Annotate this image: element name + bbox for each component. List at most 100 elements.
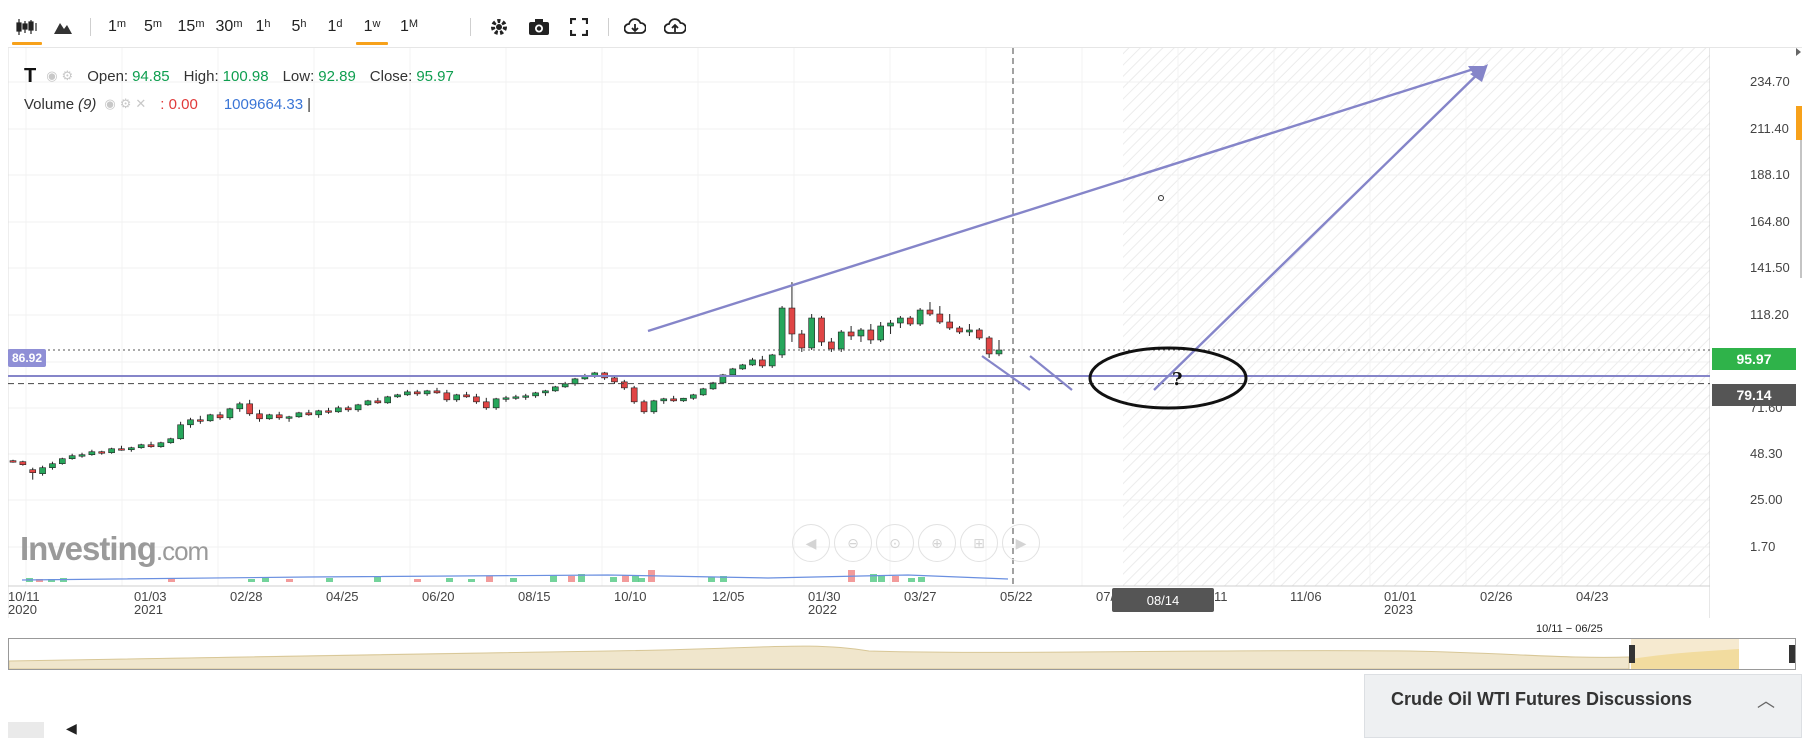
fullscreen-icon[interactable] bbox=[564, 10, 594, 44]
candle bbox=[167, 438, 175, 444]
candle bbox=[443, 392, 451, 401]
investing-logo: Investing.com bbox=[20, 530, 209, 567]
candle bbox=[473, 396, 480, 403]
candle bbox=[453, 394, 461, 401]
candle bbox=[621, 381, 628, 389]
close-label: Close: bbox=[369, 67, 413, 85]
ohlc-legend: T ◉⚙ Open: 94.85 High: 100.98 Low: 92.89… bbox=[24, 64, 468, 116]
interval-15m[interactable]: 15 m bbox=[177, 18, 205, 35]
candle bbox=[818, 317, 825, 343]
chart-canvas[interactable]: ? bbox=[8, 48, 1710, 618]
cursor-bar: | bbox=[307, 95, 311, 113]
candle bbox=[147, 444, 155, 448]
candle bbox=[226, 408, 234, 419]
candle bbox=[966, 329, 973, 333]
highlight-ellipse bbox=[1088, 346, 1248, 410]
series-visibility-icons[interactable]: ◉⚙ bbox=[46, 68, 78, 83]
chevron-up-icon[interactable]: ︿ bbox=[1757, 691, 1775, 711]
candle bbox=[512, 396, 520, 399]
zoom-out-icon[interactable]: ⊖ bbox=[834, 524, 872, 562]
candlestick-icon[interactable] bbox=[10, 10, 44, 45]
candle bbox=[482, 401, 490, 409]
annotation-question-mark: ? bbox=[1172, 369, 1183, 390]
volume-bar bbox=[550, 575, 557, 582]
candle bbox=[295, 412, 303, 418]
candle bbox=[906, 317, 914, 325]
candle bbox=[305, 412, 313, 416]
gear-icon[interactable] bbox=[484, 10, 514, 44]
price-chart[interactable]: ? bbox=[8, 48, 1710, 618]
candle bbox=[946, 321, 954, 329]
candle bbox=[206, 414, 214, 422]
volume-bar bbox=[168, 579, 175, 582]
candle bbox=[532, 392, 539, 397]
mountain-icon[interactable] bbox=[48, 10, 78, 44]
candle bbox=[788, 307, 796, 335]
zoom-reset-icon[interactable]: ⊙ bbox=[876, 524, 914, 562]
open-label: Open: bbox=[87, 67, 129, 85]
upload-icon[interactable] bbox=[660, 10, 690, 44]
candle bbox=[975, 329, 983, 339]
time-tick: 11/06 bbox=[1290, 589, 1322, 604]
price-tick: 234.70 bbox=[1750, 74, 1790, 89]
candle bbox=[404, 391, 411, 396]
camera-icon[interactable] bbox=[524, 10, 554, 44]
candle bbox=[877, 325, 884, 341]
chart-nav-buttons: ◀ ⊖ ⊙ ⊕ ⊞ ▶ bbox=[792, 524, 1040, 562]
candle bbox=[433, 390, 441, 394]
candle bbox=[335, 407, 342, 413]
volume-bar bbox=[720, 576, 727, 582]
bottom-tab[interactable] bbox=[8, 722, 44, 738]
candle bbox=[828, 341, 835, 350]
volume-bar bbox=[248, 579, 255, 582]
candle bbox=[394, 394, 401, 398]
volume-bar bbox=[908, 578, 915, 582]
navigator-left-handle[interactable] bbox=[1629, 645, 1635, 663]
interval-30m[interactable]: 30 m bbox=[215, 18, 243, 35]
candle bbox=[749, 359, 756, 366]
price-tick: 188.10 bbox=[1750, 167, 1790, 182]
close-value: 95.97 bbox=[416, 67, 454, 85]
volume-bar bbox=[892, 576, 899, 582]
flag-line bbox=[981, 355, 1031, 391]
time-tick: 10/11 2020 bbox=[8, 589, 40, 617]
candle bbox=[660, 398, 668, 402]
volume-ma-line bbox=[21, 574, 1009, 581]
zoom-fit-icon[interactable]: ⊞ bbox=[960, 524, 998, 562]
price-tick: 1.70 bbox=[1750, 539, 1776, 554]
high-value: 100.98 bbox=[222, 67, 269, 85]
download-icon[interactable] bbox=[620, 10, 650, 44]
scroll-right-icon[interactable]: ▶ bbox=[1002, 524, 1040, 562]
volume-bar bbox=[510, 578, 517, 582]
scroll-left-icon[interactable]: ◀ bbox=[792, 524, 830, 562]
volume-bar bbox=[568, 576, 575, 582]
toolbar-separator bbox=[608, 18, 609, 36]
volume-bar bbox=[578, 574, 585, 582]
volume-visibility-icons[interactable]: ◉⚙✕ bbox=[104, 96, 151, 111]
flag-line bbox=[1029, 355, 1073, 391]
candle bbox=[551, 386, 559, 392]
volume-bar bbox=[446, 578, 453, 582]
discussions-panel[interactable]: Crude Oil WTI Futures Discussions ︿ bbox=[1364, 674, 1802, 738]
candle bbox=[778, 307, 786, 356]
candle bbox=[640, 401, 648, 413]
speaker-icon[interactable]: ◀ bbox=[66, 720, 77, 736]
candle bbox=[542, 390, 549, 394]
side-scroll-edge bbox=[1796, 48, 1802, 278]
candle bbox=[216, 414, 224, 419]
range-navigator[interactable] bbox=[8, 638, 1796, 670]
candle bbox=[916, 309, 924, 325]
time-tick: 10/10 bbox=[614, 589, 647, 604]
volume-bar bbox=[286, 579, 293, 582]
candle bbox=[177, 424, 184, 440]
navigator-right-handle[interactable] bbox=[1789, 645, 1795, 663]
zoom-in-icon[interactable]: ⊕ bbox=[918, 524, 956, 562]
